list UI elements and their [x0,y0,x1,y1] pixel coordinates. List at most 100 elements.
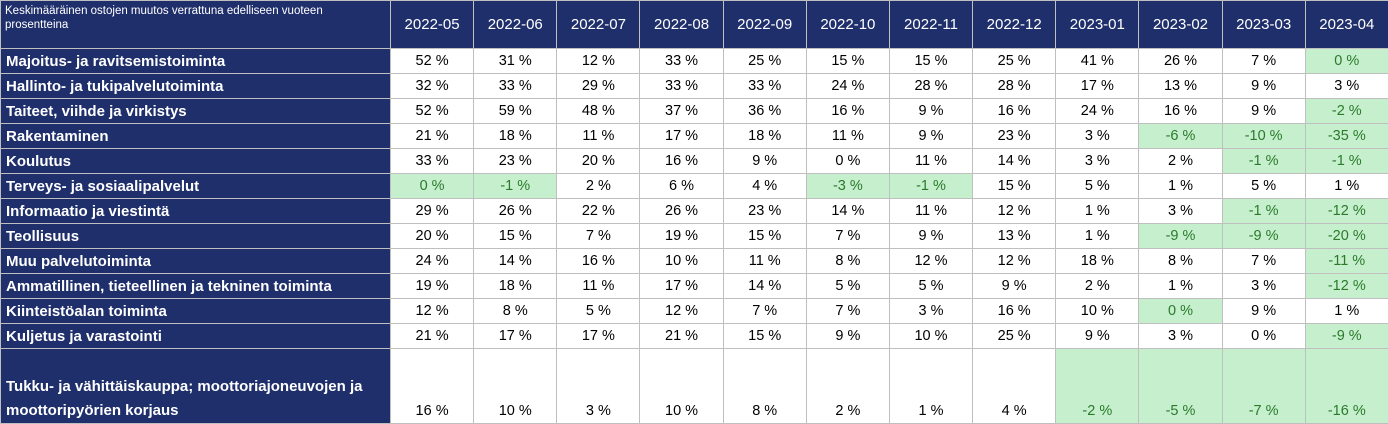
value-cell: 15 % [723,224,806,249]
value-cell: 16 % [557,249,640,274]
column-header: 2022-10 [806,1,889,49]
value-cell: 36 % [723,99,806,124]
value-cell-highlighted: 0 % [1305,49,1388,74]
value-cell-highlighted: -20 % [1305,224,1388,249]
value-cell-highlighted: -12 % [1305,199,1388,224]
value-cell: 13 % [1139,74,1222,99]
row-label: Majoitus- ja ravitsemistoiminta [1,49,391,74]
value-cell: 4 % [973,349,1056,424]
row-label: Ammatillinen, tieteellinen ja tekninen t… [1,274,391,299]
value-cell: 23 % [474,149,557,174]
value-cell: 7 % [806,299,889,324]
row-label: Rakentaminen [1,124,391,149]
value-cell: 17 % [1056,74,1139,99]
value-cell-highlighted: -16 % [1305,349,1388,424]
value-cell: 26 % [1139,49,1222,74]
value-cell-highlighted: -11 % [1305,249,1388,274]
value-cell: 32 % [391,74,474,99]
value-cell: 33 % [640,49,723,74]
value-cell: 11 % [557,274,640,299]
value-cell-highlighted: -1 % [474,174,557,199]
value-cell-highlighted: 0 % [1139,299,1222,324]
value-cell: 28 % [889,74,972,99]
value-cell: 33 % [391,149,474,174]
column-header: 2022-07 [557,1,640,49]
value-cell: 8 % [1139,249,1222,274]
value-cell: 12 % [391,299,474,324]
value-cell: 3 % [1056,149,1139,174]
value-cell-highlighted: -5 % [1139,349,1222,424]
value-cell: 5 % [1222,174,1305,199]
column-header: 2022-12 [973,1,1056,49]
table-row: Ammatillinen, tieteellinen ja tekninen t… [1,274,1388,299]
row-label: Koulutus [1,149,391,174]
row-label: Kuljetus ja varastointi [1,324,391,349]
row-label: Informaatio ja viestintä [1,199,391,224]
value-cell: 3 % [557,349,640,424]
value-cell-highlighted: -9 % [1222,224,1305,249]
value-cell: 9 % [806,324,889,349]
value-cell: 16 % [973,99,1056,124]
value-cell: 14 % [806,199,889,224]
value-cell: 0 % [806,149,889,174]
value-cell: 3 % [1139,199,1222,224]
value-cell: 15 % [806,49,889,74]
value-cell: 15 % [474,224,557,249]
value-cell: 52 % [391,49,474,74]
value-cell: 17 % [557,324,640,349]
value-cell: 5 % [889,274,972,299]
row-label: Tukku- ja vähittäiskauppa; moottoriajone… [1,349,391,424]
column-header: 2023-02 [1139,1,1222,49]
value-cell: 9 % [1222,299,1305,324]
value-cell: 52 % [391,99,474,124]
row-label: Terveys- ja sosiaalipalvelut [1,174,391,199]
value-cell: 10 % [640,249,723,274]
value-cell: 11 % [806,124,889,149]
value-cell: 1 % [889,349,972,424]
value-cell: 1 % [1139,274,1222,299]
column-header: 2022-05 [391,1,474,49]
value-cell: 3 % [1305,74,1388,99]
value-cell: 3 % [889,299,972,324]
value-cell: 16 % [391,349,474,424]
value-cell: 12 % [973,199,1056,224]
value-cell: 9 % [1222,74,1305,99]
value-cell: 5 % [806,274,889,299]
value-cell: 15 % [723,324,806,349]
value-cell: 10 % [1056,299,1139,324]
row-label: Teollisuus [1,224,391,249]
value-cell: 41 % [1056,49,1139,74]
column-header: 2022-11 [889,1,972,49]
value-cell: 9 % [723,149,806,174]
value-cell-highlighted: -1 % [1305,149,1388,174]
value-cell: 9 % [889,124,972,149]
value-cell: 16 % [806,99,889,124]
value-cell: 9 % [1222,99,1305,124]
value-cell: 24 % [806,74,889,99]
value-cell: 15 % [973,174,1056,199]
value-cell-highlighted: -10 % [1222,124,1305,149]
value-cell: 9 % [889,224,972,249]
column-header: 2023-04 [1305,1,1388,49]
value-cell: 7 % [806,224,889,249]
value-cell: 3 % [1222,274,1305,299]
value-cell: 33 % [640,74,723,99]
value-cell: 21 % [640,324,723,349]
value-cell: 2 % [557,174,640,199]
value-cell: 7 % [557,224,640,249]
value-cell: 28 % [973,74,1056,99]
column-header: 2022-09 [723,1,806,49]
value-cell-highlighted: -9 % [1305,324,1388,349]
column-header: 2023-01 [1056,1,1139,49]
value-cell: 33 % [723,74,806,99]
value-cell: 12 % [973,249,1056,274]
value-cell: 12 % [557,49,640,74]
value-cell: 11 % [889,149,972,174]
